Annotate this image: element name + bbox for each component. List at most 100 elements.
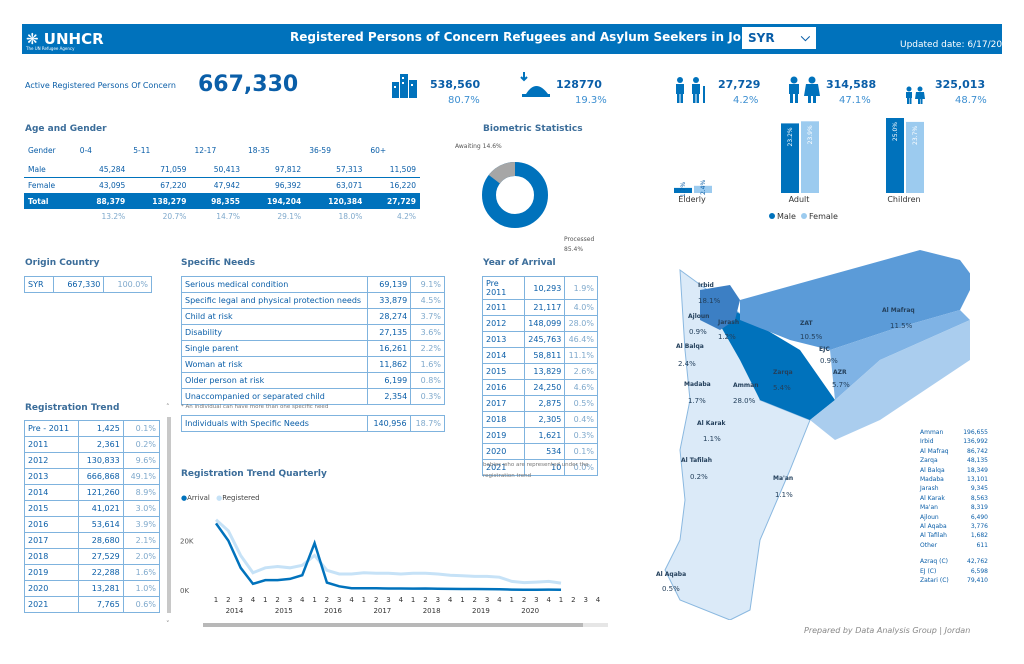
bar-male-adult[interactable]: [781, 123, 799, 193]
map-region-name: EJC: [819, 346, 830, 353]
arrival-legend-label[interactable]: Arrival: [187, 494, 210, 502]
chart-hscrollbar[interactable]: [203, 623, 608, 627]
age-col[interactable]: 60+: [370, 146, 387, 155]
map-zarqa-region[interactable]: [830, 310, 970, 400]
x-tick-label: 3: [238, 596, 242, 604]
registered-legend-label[interactable]: Registered: [222, 494, 260, 502]
biometric-title: Biometric Statistics: [483, 124, 583, 134]
bar-female-adult[interactable]: [801, 121, 819, 193]
map-mafraq-region[interactable]: [740, 250, 970, 350]
bar-male-elderly[interactable]: [674, 187, 692, 193]
table-row[interactable]: Unaccompanied or separated child 2,354 0.3…: [181, 388, 445, 405]
table-row[interactable]: 2016 53,614 3.9%: [24, 516, 160, 533]
cell: 2018: [482, 411, 525, 428]
cell: 47,942: [190, 177, 245, 194]
table-row[interactable]: 2014 121,260 8.9%: [24, 484, 160, 501]
chart-hscroll-thumb[interactable]: [203, 623, 583, 627]
x-tick-label: 1: [263, 596, 267, 604]
cell: 1,425: [78, 420, 124, 437]
table-row[interactable]: 2017 2,875 0.5%: [482, 395, 598, 412]
table-row[interactable]: 2019 22,288 1.6%: [24, 564, 160, 581]
age-col[interactable]: 12-17: [194, 146, 217, 155]
table-row[interactable]: Specific legal and physical protection n…: [181, 292, 445, 309]
table-row[interactable]: 2021 10 0.0%: [482, 459, 598, 476]
table-row[interactable]: Pre 2011 10,293 1.9%: [482, 276, 598, 300]
legend-label[interactable]: Female: [809, 212, 838, 221]
map-region-pct: 1.2%: [718, 333, 736, 341]
table-row[interactable]: 2017 28,680 2.1%: [24, 532, 160, 549]
cell: Specific legal and physical protection n…: [181, 292, 368, 309]
scroll-thumb[interactable]: [167, 417, 171, 613]
legend-label[interactable]: Male: [777, 212, 796, 221]
table-row[interactable]: Serious medical condition 69,139 9.1%: [181, 276, 445, 293]
table-row[interactable]: 2020 534 0.1%: [482, 443, 598, 460]
scroll-up-icon[interactable]: ˄: [166, 403, 170, 411]
cell: 71,059: [129, 162, 191, 178]
x-tick-label: 3: [534, 596, 538, 604]
cell: 6,199: [366, 372, 412, 389]
map-region-pct: 1.7%: [688, 397, 706, 405]
series-line-arrival[interactable]: [214, 522, 562, 592]
table-row[interactable]: 2021 7,765 0.6%: [24, 596, 160, 613]
cell: 43,095: [75, 177, 130, 194]
x-tick-label: 1: [559, 596, 563, 604]
table-row[interactable]: 2018 27,529 2.0%: [24, 548, 160, 565]
bar-male-children[interactable]: [886, 118, 904, 193]
table-row[interactable]: 2016 24,250 4.6%: [482, 379, 598, 396]
age-col[interactable]: 36-59: [309, 146, 331, 155]
logo-text: UNHCR: [43, 30, 104, 48]
table-row[interactable]: Pre - 2011 1,425 0.1%: [24, 420, 160, 437]
table-row[interactable]: 2014 58,811 11.1%: [482, 347, 598, 364]
bar-female-elderly[interactable]: [694, 185, 712, 193]
table-row[interactable]: Older person at risk 6,199 0.8%: [181, 372, 445, 389]
table-row[interactable]: 2020 13,281 1.0%: [24, 580, 160, 597]
x-tick-label: 2: [325, 596, 329, 604]
table-row[interactable]: Child at risk 28,274 3.7%: [181, 308, 445, 325]
table-row[interactable]: 2013 245,763 46.4%: [482, 331, 598, 348]
map-legend-name: Madaba: [920, 476, 944, 484]
table-row[interactable]: 2019 1,621 0.3%: [482, 427, 598, 444]
map-legend-value: 79,410: [967, 577, 988, 585]
cell: [24, 209, 76, 224]
map-legend-row: Zatari (C) 79,410: [920, 576, 988, 585]
table-row[interactable]: 2015 41,021 3.0%: [24, 500, 160, 517]
map-region-pct: 0.9%: [689, 328, 707, 336]
table-row[interactable]: 2012 148,099 28.0%: [482, 315, 598, 332]
age-col[interactable]: 5-11: [133, 146, 151, 155]
table-row[interactable]: Single parent 16,261 2.2%: [181, 340, 445, 357]
table-row[interactable]: 2012 130,833 9.6%: [24, 452, 160, 469]
age-col[interactable]: 0-4: [79, 146, 92, 155]
age-col-gender[interactable]: Gender: [28, 146, 56, 155]
map-region-pct: 0.2%: [690, 473, 708, 481]
cell: 3.0%: [122, 500, 160, 517]
series-line-registered[interactable]: [214, 518, 562, 585]
table-row[interactable]: 2013 666,868 49.1%: [24, 468, 160, 485]
bar-female-children[interactable]: [906, 121, 924, 193]
cell: 2014: [482, 347, 525, 364]
camp-tent-icon: [520, 72, 550, 97]
scroll-down-icon[interactable]: ˅: [166, 620, 170, 628]
map-legend-name: Al Aqaba: [920, 523, 947, 531]
map-amman-region[interactable]: [700, 290, 835, 420]
reg-trend-scrollbar[interactable]: ˄ ˅: [166, 403, 172, 628]
country-select[interactable]: SYR ⌵: [741, 26, 817, 50]
age-col[interactable]: 18-35: [248, 146, 270, 155]
x-year-label: 2020: [521, 607, 539, 615]
table-row[interactable]: 2015 13,829 2.6%: [482, 363, 598, 380]
table-row[interactable]: 2011 2,361 0.2%: [24, 436, 160, 453]
map-irbid-region[interactable]: [700, 285, 740, 330]
origin-title: Origin Country: [25, 258, 100, 268]
table-row[interactable]: SYR 667,330 100.0%: [24, 276, 152, 293]
cell: 41,021: [78, 500, 124, 517]
map-azraq-region[interactable]: [810, 320, 970, 440]
table-row[interactable]: Disability 27,135 3.6%: [181, 324, 445, 341]
table-row[interactable]: 2011 21,117 4.0%: [482, 299, 598, 316]
table-row[interactable]: 2018 2,305 0.4%: [482, 411, 598, 428]
x-tick-label: 4: [399, 596, 404, 604]
map-legend-name: Al Mafraq: [920, 447, 949, 455]
cell: 2017: [482, 395, 525, 412]
table-row[interactable]: Woman at risk 11,862 1.6%: [181, 356, 445, 373]
cell: Male: [24, 162, 76, 178]
cell: 2017: [24, 532, 79, 549]
reg-trend-scroll[interactable]: Pre - 2011 1,425 0.1% 2011 2,361 0.2% 2012 130,…: [24, 420, 160, 625]
